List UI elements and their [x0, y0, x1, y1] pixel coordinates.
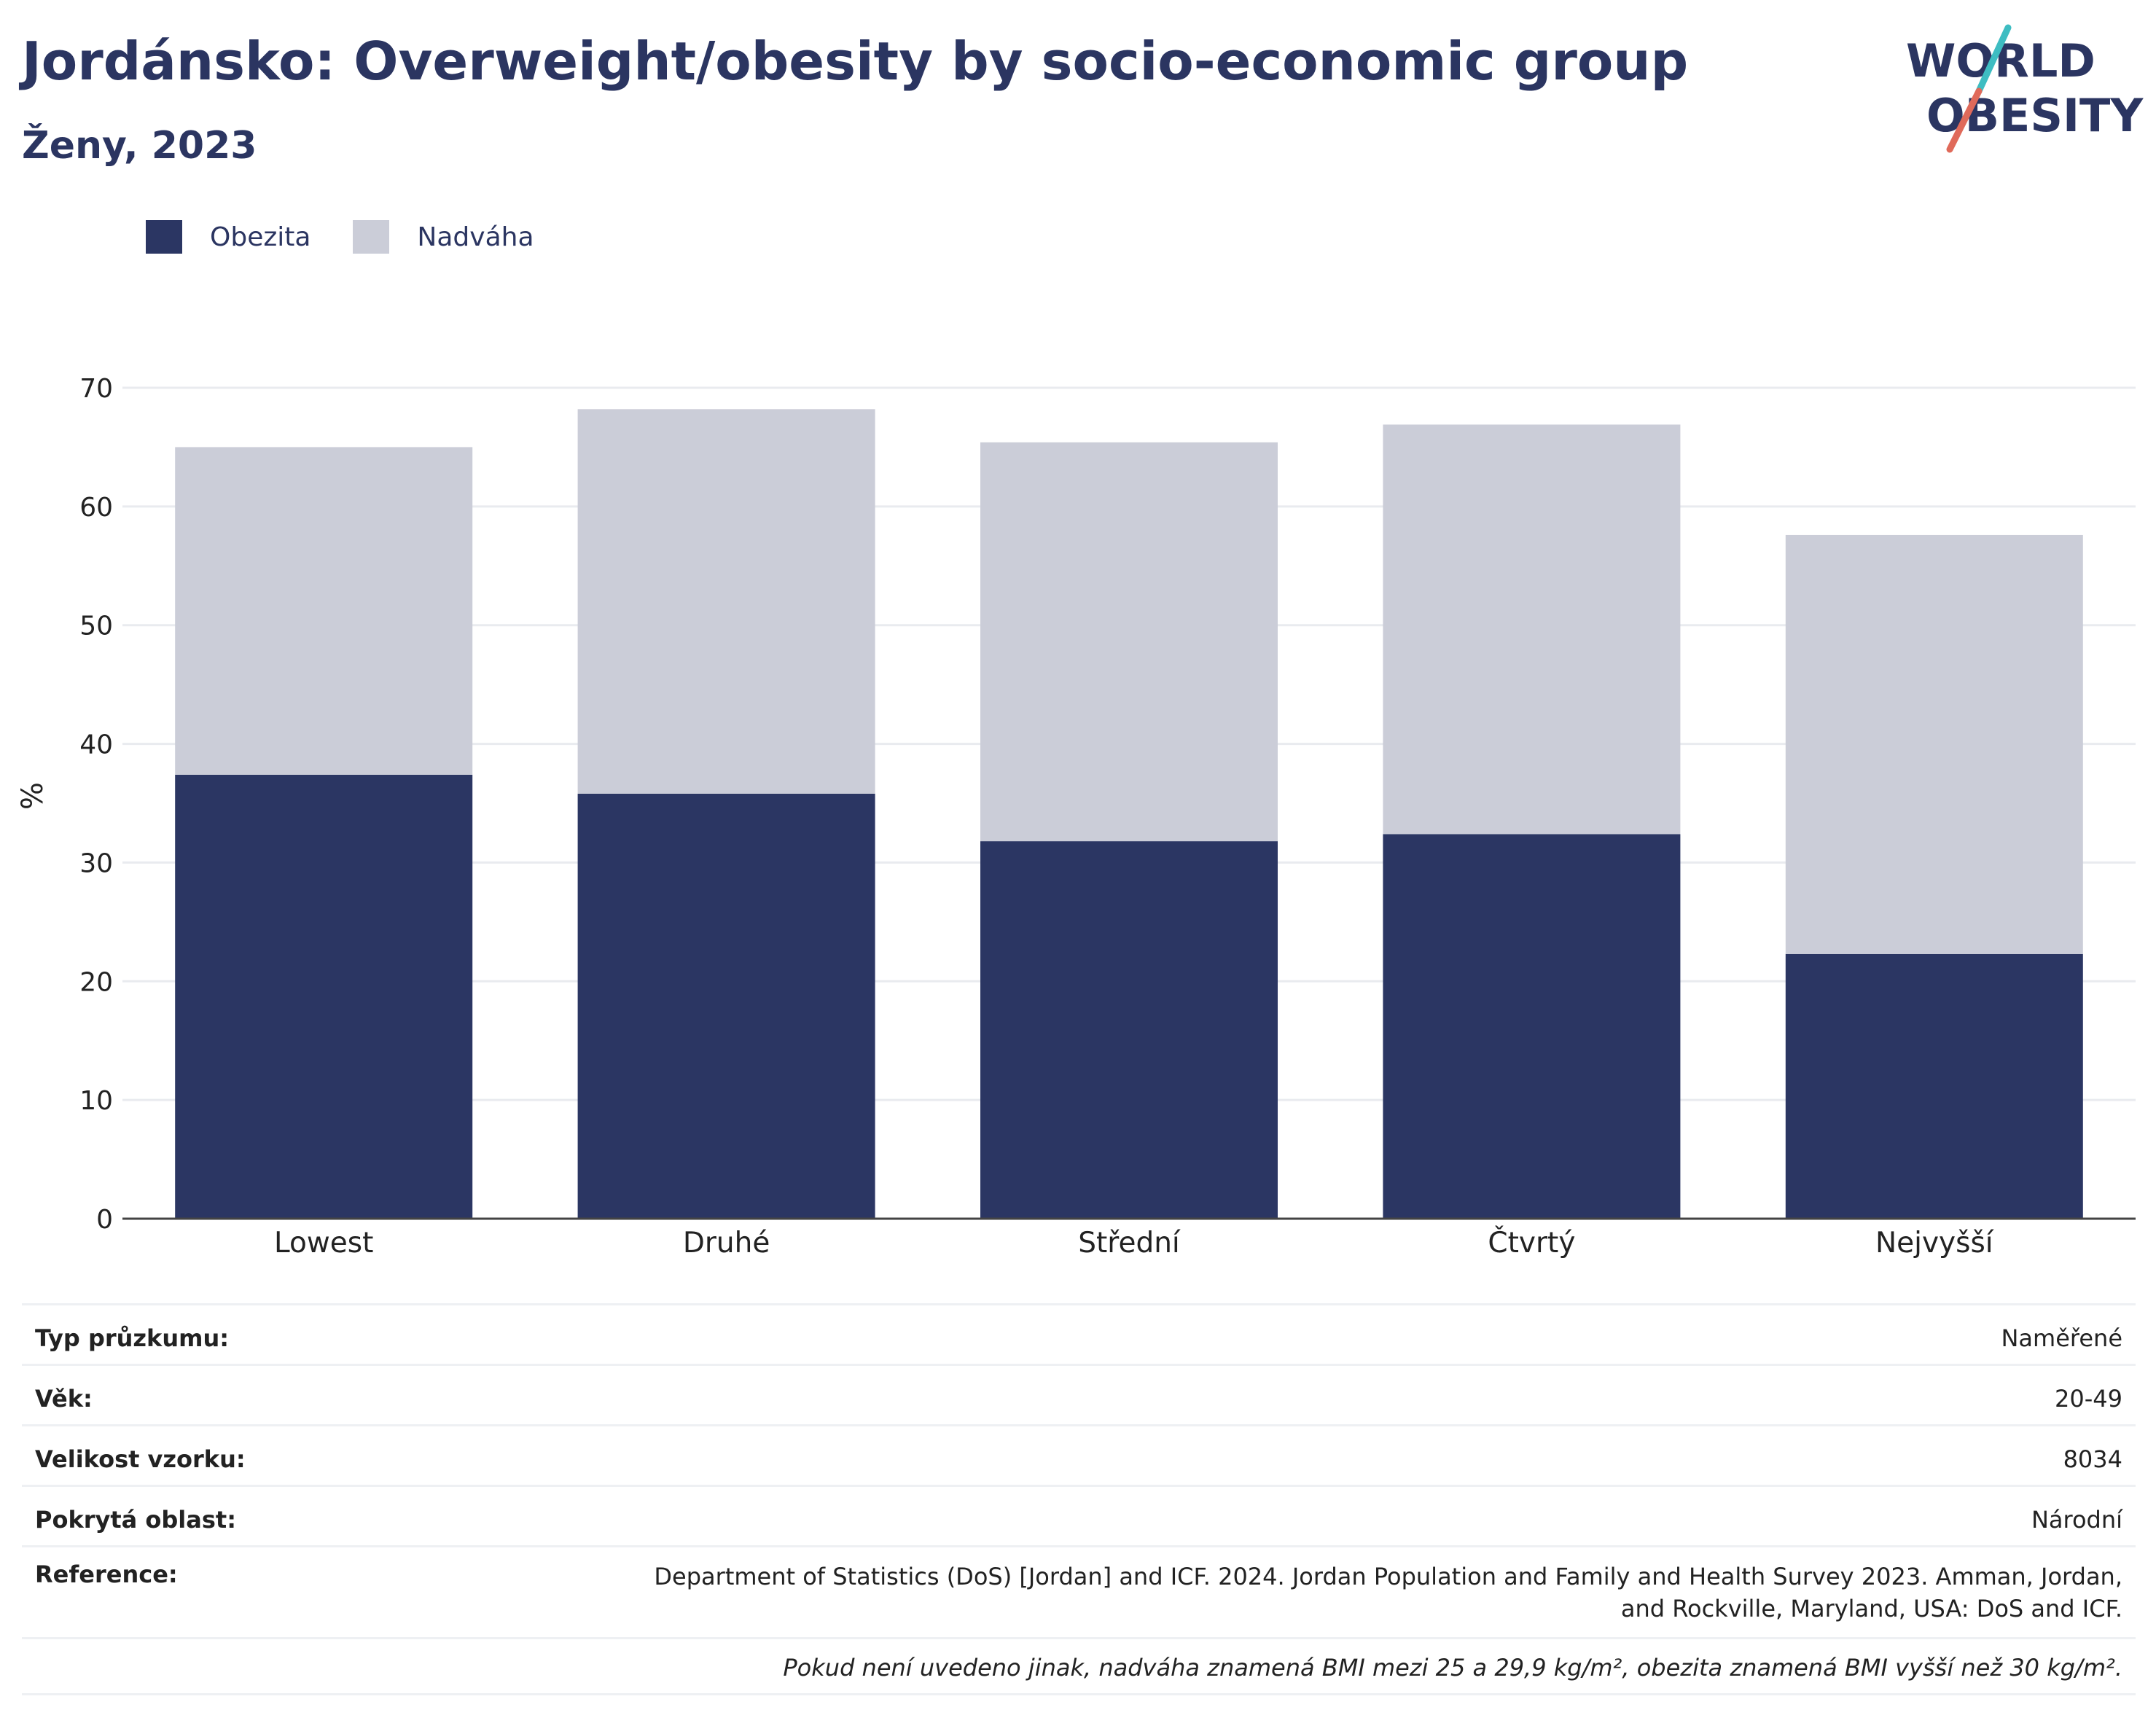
- bar-nadvaha: [980, 442, 1278, 842]
- legend-swatch-obezita: [146, 220, 182, 254]
- world-obesity-logo: WORLD OBESITY: [1906, 24, 2144, 153]
- info-label: Typ průzkumu:: [35, 1324, 230, 1352]
- bar-obezita: [175, 774, 473, 1219]
- x-category-label: Čtvrtý: [1488, 1225, 1575, 1260]
- bar-nadvaha: [1383, 424, 1681, 835]
- legend-item-obezita: Obezita: [146, 220, 310, 254]
- bar-obezita: [1785, 953, 2083, 1219]
- y-tick-label: 50: [79, 612, 113, 641]
- legend-label-obezita: Obezita: [210, 222, 311, 252]
- bar-obezita: [980, 841, 1278, 1219]
- chart-legend: Obezita Nadváha: [146, 217, 577, 257]
- info-value: 8034: [2063, 1445, 2122, 1473]
- info-label: Věk:: [35, 1385, 93, 1413]
- legend-item-nadvaha: Nadváha: [353, 220, 534, 254]
- y-tick-label: 40: [79, 730, 113, 760]
- info-row-survey-type: Typ průzkumu: Naměřené: [22, 1303, 2136, 1364]
- survey-info-table: Typ průzkumu: Naměřené Věk: 20-49 Veliko…: [22, 1303, 2136, 1695]
- y-tick-label: 10: [79, 1086, 113, 1116]
- info-value: 20-49: [2055, 1385, 2122, 1413]
- info-value: Naměřené: [2001, 1324, 2122, 1352]
- x-category-label: Druhé: [683, 1227, 770, 1260]
- x-category-label: Nejvyšší: [1875, 1227, 1994, 1260]
- info-label: Velikost vzorku:: [35, 1445, 246, 1473]
- info-value: Národní: [2031, 1506, 2122, 1534]
- chart-title: Jordánsko: Overweight/obesity by socio-e…: [22, 31, 1689, 92]
- stacked-bar-chart: 0 10 20 30 40 50 60 70 Lowest Druhé Střední Čtvrtý N…: [16, 374, 2136, 1260]
- svg-text:OBESITY: OBESITY: [1926, 89, 2144, 142]
- info-row-age: Věk: 20-49: [22, 1364, 2136, 1424]
- y-tick-label: 20: [79, 967, 113, 997]
- y-tick-label: 70: [79, 374, 113, 404]
- bar-nadvaha: [175, 447, 473, 775]
- info-row-reference: Reference: Department of Statistics (DoS…: [22, 1545, 2136, 1637]
- y-tick-label: 60: [79, 493, 113, 523]
- x-category-label: Lowest: [274, 1227, 373, 1260]
- info-label: Pokrytá oblast:: [35, 1506, 236, 1534]
- y-axis-title: %: [16, 782, 50, 810]
- info-row-sample-size: Velikost vzorku: 8034: [22, 1424, 2136, 1485]
- x-category-label: Střední: [1078, 1227, 1181, 1260]
- chart-subtitle: Ženy, 2023: [22, 124, 257, 168]
- bar-nadvaha: [1785, 534, 2083, 954]
- bar-obezita: [1383, 834, 1681, 1219]
- y-tick-label: 30: [79, 848, 113, 878]
- y-tick-label: 0: [96, 1205, 113, 1235]
- info-value: Department of Statistics (DoS) [Jordan] …: [654, 1563, 2122, 1622]
- info-label: Reference:: [35, 1561, 178, 1588]
- legend-label-nadvaha: Nadváha: [417, 222, 534, 252]
- footnote: Pokud není uvedeno jinak, nadváha znamen…: [22, 1637, 2136, 1695]
- bar-obezita: [577, 793, 875, 1219]
- info-row-coverage: Pokrytá oblast: Národní: [22, 1485, 2136, 1545]
- legend-swatch-nadvaha: [353, 220, 390, 254]
- bar-nadvaha: [577, 409, 875, 794]
